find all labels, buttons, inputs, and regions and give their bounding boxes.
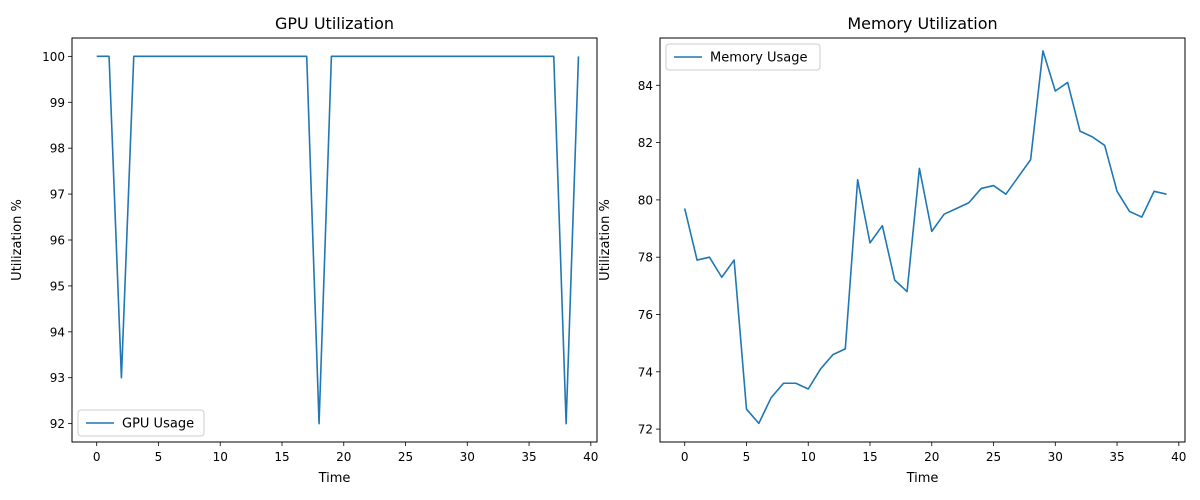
x-tick-label: 5	[155, 450, 163, 464]
y-axis-label: Utilization %	[598, 199, 613, 281]
x-tick-label: 20	[336, 450, 351, 464]
x-tick-label: 40	[1171, 450, 1186, 464]
legend: Memory Usage	[665, 43, 821, 71]
y-tick-label: 95	[50, 279, 65, 293]
legend-entry: GPU Usage	[122, 417, 194, 432]
y-axis-label: Utilization %	[10, 199, 25, 281]
x-tick-label: 30	[1048, 450, 1063, 464]
x-tick-label: 35	[521, 450, 536, 464]
x-tick-label: 0	[681, 450, 689, 464]
y-tick-label: 84	[638, 79, 653, 93]
x-axis-label: Time	[906, 471, 939, 486]
y-tick-label: 80	[638, 193, 653, 207]
x-tick-label: 0	[93, 450, 101, 464]
y-tick-label: 76	[638, 308, 653, 322]
y-tick-label: 97	[50, 188, 65, 202]
y-tick-label: 99	[50, 96, 65, 110]
y-tick-label: 100	[42, 50, 65, 64]
y-tick-label: 96	[50, 234, 65, 248]
legend-box	[665, 43, 821, 71]
x-tick-label: 15	[274, 450, 289, 464]
x-tick-label: 10	[213, 450, 228, 464]
chart-panel-1: GPU Utilization 0 5 10 15 20 25 30 35 40 92 93 94 95 9…	[10, 14, 598, 486]
x-tick-label: 25	[986, 450, 1001, 464]
legend: GPU Usage	[77, 409, 205, 437]
y-tick-label: 78	[638, 251, 653, 265]
x-tick-label: 5	[743, 450, 751, 464]
y-tick-label: 98	[50, 142, 65, 156]
plot-area-frame	[659, 37, 1186, 443]
y-tick-label: 72	[638, 423, 653, 437]
y-tick-label: 94	[50, 325, 65, 339]
legend-box	[77, 409, 205, 437]
series-line-1	[96, 55, 580, 425]
plot-area-frame	[71, 37, 598, 443]
y-tick-label: 93	[50, 371, 65, 385]
chart-title: Memory Utilization	[847, 14, 997, 33]
x-axis-label: Time	[318, 471, 351, 486]
x-tick-label: 15	[862, 450, 877, 464]
x-tick-label: 25	[398, 450, 413, 464]
y-tick-label: 82	[638, 136, 653, 150]
x-tick-label: 35	[1109, 450, 1124, 464]
x-tick-label: 20	[924, 450, 939, 464]
x-tick-label: 10	[801, 450, 816, 464]
x-tick-label: 30	[460, 450, 475, 464]
x-tick-label: 40	[583, 450, 598, 464]
chart-title: GPU Utilization	[275, 14, 394, 33]
legend-entry: Memory Usage	[710, 51, 808, 66]
series-line-1	[683, 50, 1167, 425]
y-tick-label: 92	[50, 417, 65, 431]
y-tick-label: 74	[638, 365, 653, 379]
chart-panel-2: Memory Utilization 0 5 10 15 20 25 30 35 40 72 74 76…	[598, 14, 1186, 486]
